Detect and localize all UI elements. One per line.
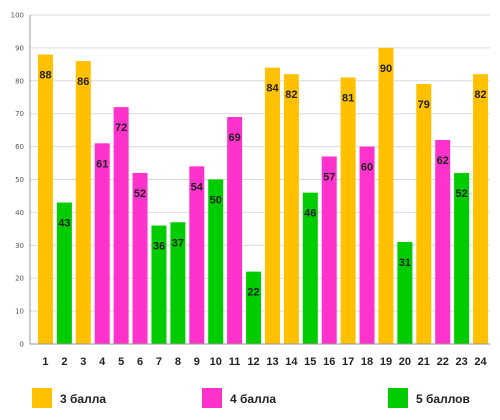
x-tick-label: 16 xyxy=(323,356,335,368)
y-tick-label: 90 xyxy=(15,44,24,52)
data-labels: 88 43 86 61 72 52 36 37 54 50 69 22 84 82 46 57 81 60 90 31… xyxy=(39,63,486,299)
data-label: 81 xyxy=(342,93,354,105)
data-label: 50 xyxy=(210,195,222,207)
x-tick-label: 14 xyxy=(285,356,298,368)
x-tick-label: 17 xyxy=(342,356,354,368)
data-label: 69 xyxy=(229,132,241,144)
data-label: 43 xyxy=(58,218,70,230)
x-tick-label: 18 xyxy=(361,356,373,368)
data-label: 37 xyxy=(172,237,184,249)
x-tick-label: 21 xyxy=(418,356,430,368)
data-label: 61 xyxy=(96,158,108,170)
data-label: 62 xyxy=(437,155,449,167)
x-tick-label: 5 xyxy=(118,356,124,368)
bar-2 xyxy=(56,202,72,344)
y-tick-label: 10 xyxy=(15,308,24,316)
legend-label: 3 балла xyxy=(60,392,106,406)
bar-14 xyxy=(283,74,299,344)
x-tick-label: 23 xyxy=(456,356,468,368)
data-label: 57 xyxy=(323,171,335,183)
bar-19 xyxy=(378,47,394,345)
data-label: 82 xyxy=(474,89,486,101)
bar-6 xyxy=(132,172,148,344)
x-tick-label: 8 xyxy=(175,356,181,368)
x-tick-label: 1 xyxy=(42,356,48,368)
x-tick-label: 24 xyxy=(474,356,487,368)
x-tick-label: 6 xyxy=(137,356,143,368)
x-tick-label: 10 xyxy=(210,356,222,368)
legend-swatch xyxy=(202,388,222,408)
bar-7 xyxy=(151,225,167,344)
data-label: 79 xyxy=(418,99,430,111)
bar-10 xyxy=(208,179,224,344)
data-label: 72 xyxy=(115,122,127,134)
x-tick-label: 7 xyxy=(156,356,162,368)
bar-21 xyxy=(416,84,432,344)
bars xyxy=(37,47,489,345)
y-tick-label: 50 xyxy=(15,176,24,184)
y-tick-label: 20 xyxy=(15,275,24,283)
x-tick-label: 4 xyxy=(99,356,106,368)
bar-22 xyxy=(435,140,451,344)
bar-4 xyxy=(94,143,110,344)
y-tick-label: 0 xyxy=(20,341,24,349)
data-label: 31 xyxy=(399,257,411,269)
bar-12 xyxy=(246,271,262,344)
x-tick-label: 19 xyxy=(380,356,392,368)
data-label: 52 xyxy=(134,188,146,200)
data-label: 36 xyxy=(153,241,165,253)
bar-3 xyxy=(75,61,91,345)
bar-23 xyxy=(454,172,470,344)
x-axis: 1 2 3 4 5 6 7 8 9 10 11 12 13 14 15 16 17 18 19 20 21 22 23 24 xyxy=(30,343,490,368)
data-label: 88 xyxy=(39,69,51,81)
data-label: 84 xyxy=(266,83,279,95)
x-tick-label: 15 xyxy=(304,356,316,368)
data-label: 54 xyxy=(191,181,204,193)
bar-13 xyxy=(264,67,280,344)
data-label: 46 xyxy=(304,208,316,220)
data-label: 82 xyxy=(285,89,297,101)
data-label: 90 xyxy=(380,63,392,75)
x-tick-label: 2 xyxy=(61,356,67,368)
legend-swatch xyxy=(388,388,408,408)
x-tick-label: 9 xyxy=(194,356,200,368)
x-tick-label: 20 xyxy=(399,356,411,368)
data-label: 52 xyxy=(456,188,468,200)
bar-9 xyxy=(189,166,205,344)
x-tick-label: 22 xyxy=(437,356,449,368)
bar-18 xyxy=(359,146,375,344)
bar-24 xyxy=(473,74,489,344)
data-label: 86 xyxy=(77,76,89,88)
bar-15 xyxy=(302,192,318,344)
x-tick-label: 11 xyxy=(229,356,241,368)
bar-16 xyxy=(321,156,337,344)
legend: 3 балла 4 балла 5 баллов xyxy=(32,388,470,408)
data-label: 22 xyxy=(247,287,259,299)
legend-swatch xyxy=(32,388,52,408)
y-axis: 0 10 20 30 40 50 60 70 80 90 100 xyxy=(11,12,31,349)
y-tick-label: 40 xyxy=(15,209,24,217)
y-tick-label: 70 xyxy=(15,110,24,118)
bar-1 xyxy=(37,54,53,344)
bar-17 xyxy=(340,77,356,344)
y-tick-label: 80 xyxy=(15,77,24,85)
y-tick-label: 30 xyxy=(15,242,24,250)
y-tick-label: 60 xyxy=(15,143,24,151)
bar-5 xyxy=(113,107,129,345)
x-tick-label: 12 xyxy=(247,356,259,368)
legend-label: 5 баллов xyxy=(416,392,470,406)
bar-20 xyxy=(397,242,413,344)
y-tick-label: 100 xyxy=(11,12,24,20)
x-tick-label: 13 xyxy=(266,356,278,368)
bar-8 xyxy=(170,222,186,344)
bar-11 xyxy=(227,116,243,345)
legend-label: 4 балла xyxy=(230,392,276,406)
data-label: 60 xyxy=(361,162,373,174)
x-tick-label: 3 xyxy=(80,356,86,368)
